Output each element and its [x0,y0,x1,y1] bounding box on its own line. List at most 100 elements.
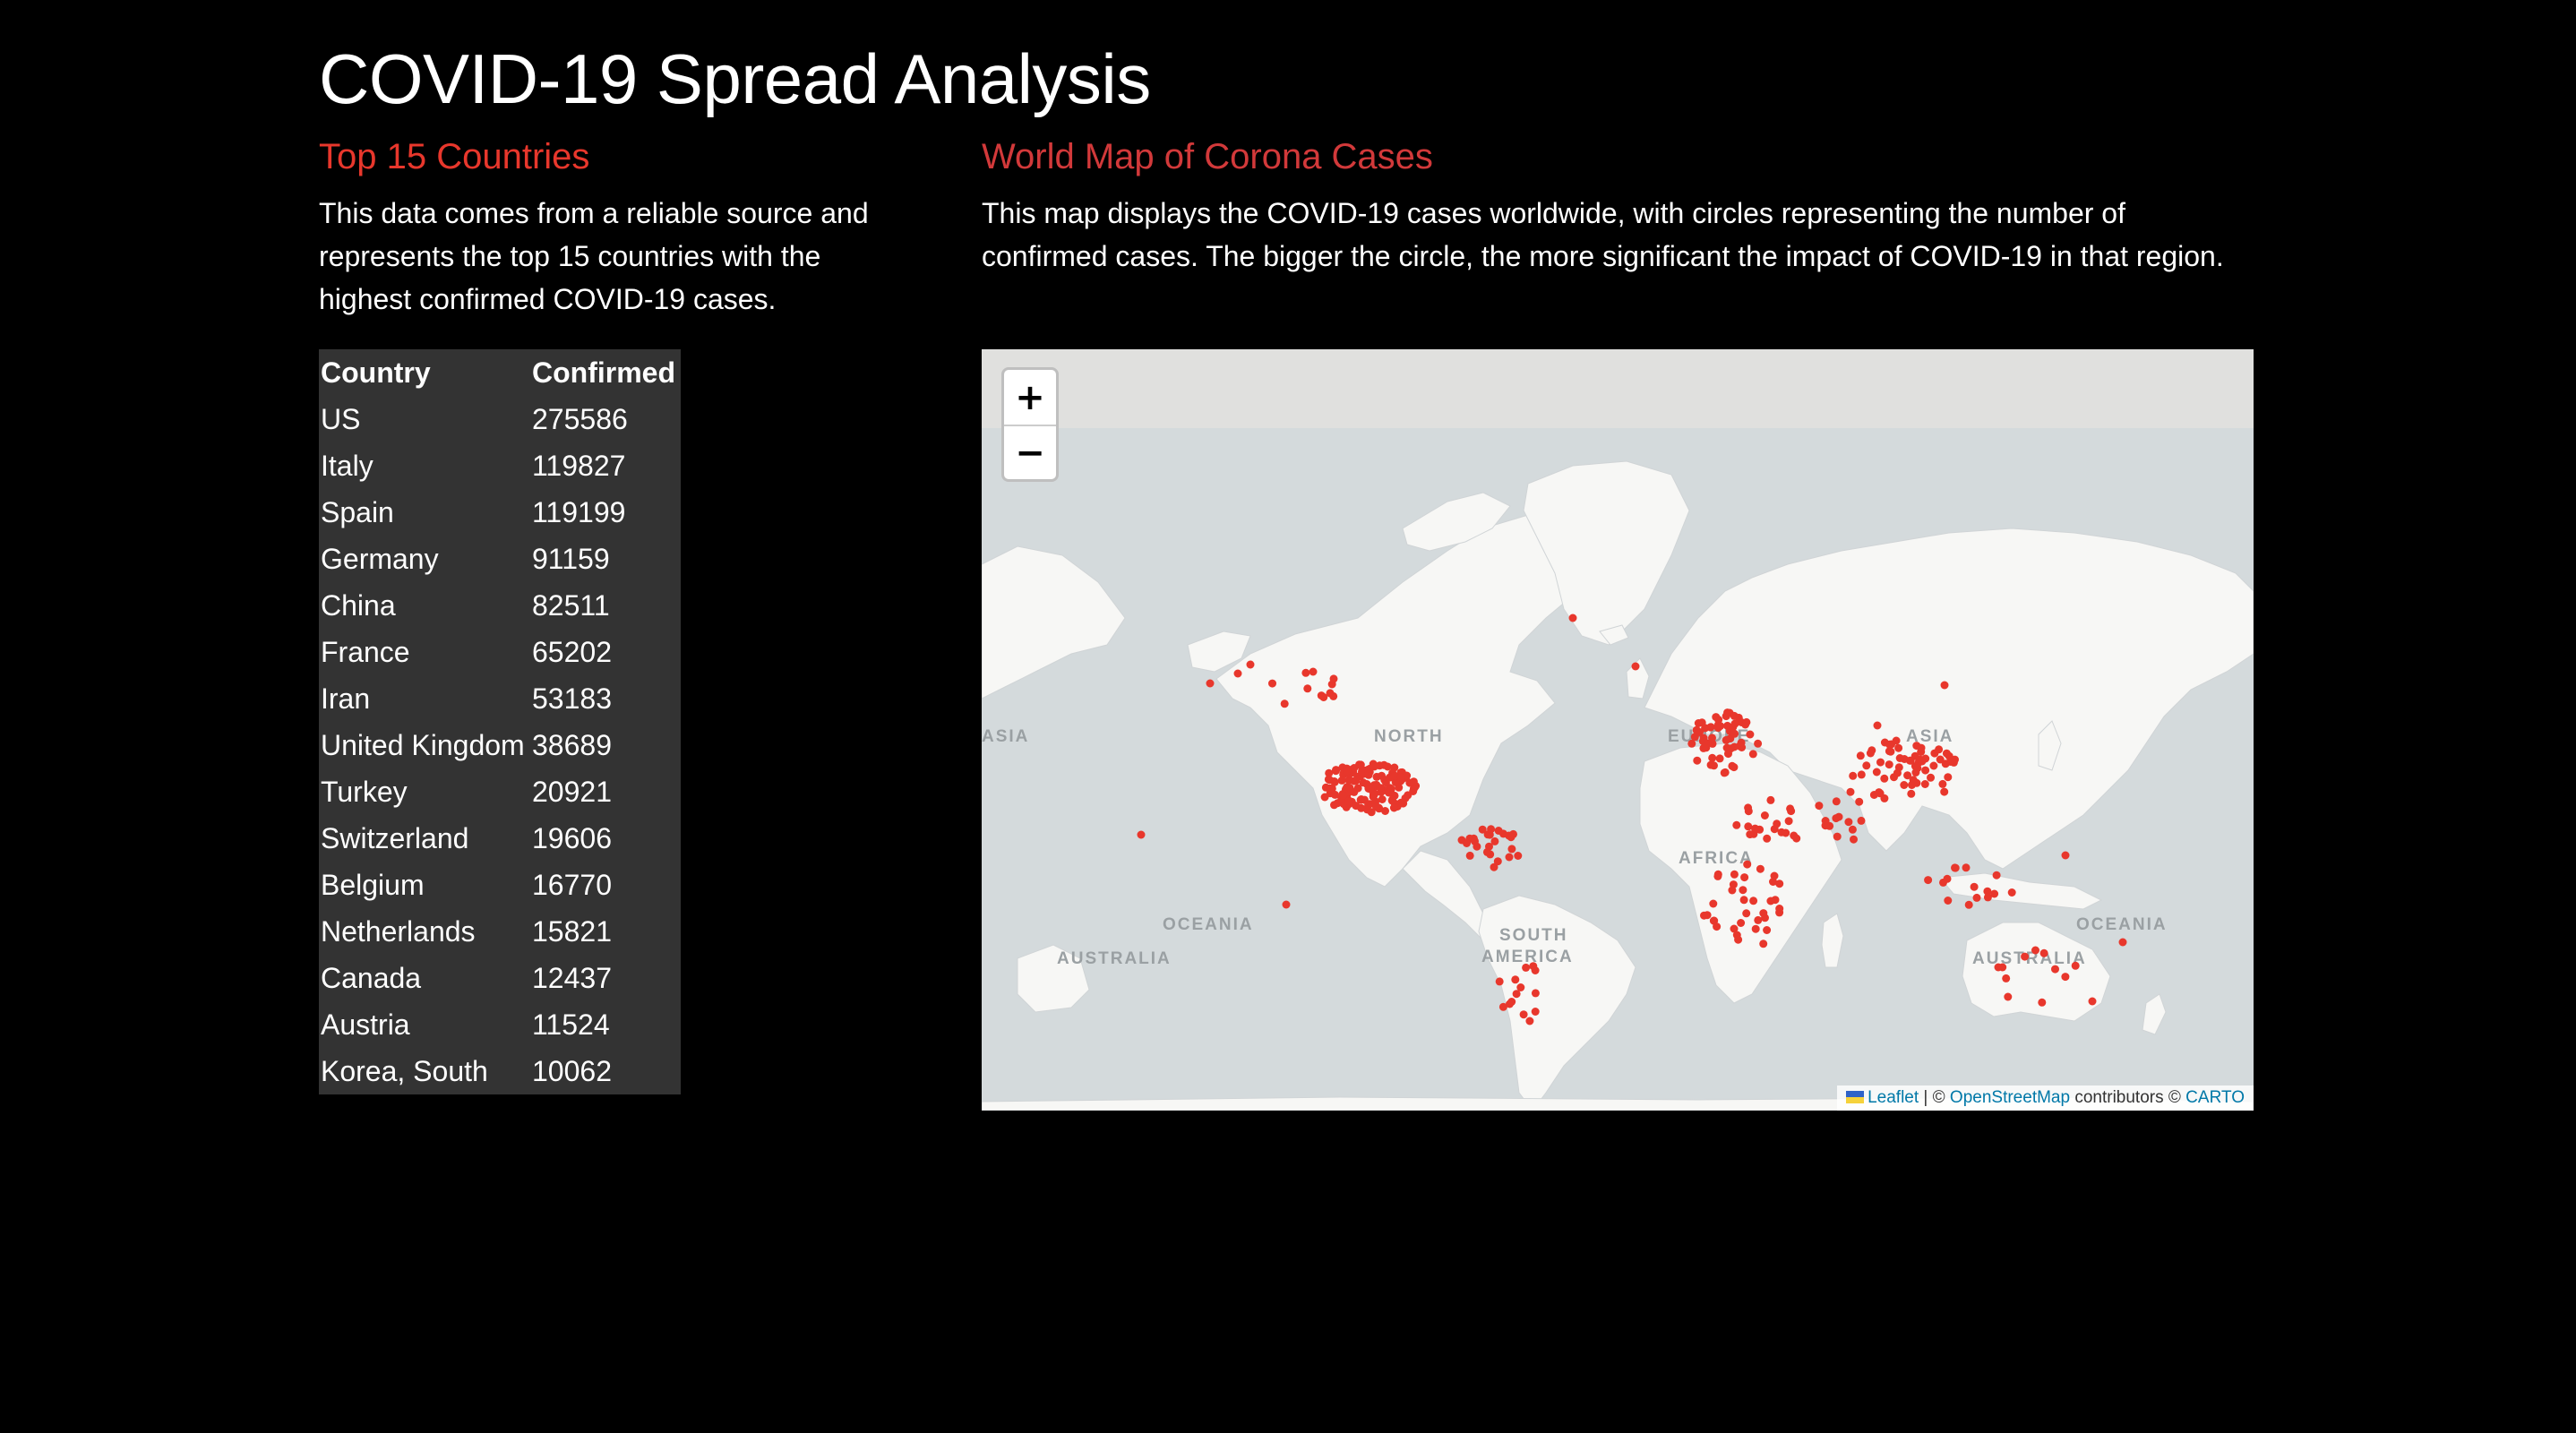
case-marker[interactable] [1325,768,1334,777]
case-marker[interactable] [1742,909,1751,918]
case-marker[interactable] [1917,748,1926,756]
case-marker[interactable] [1498,1002,1507,1011]
case-marker[interactable] [1924,876,1933,885]
case-marker[interactable] [1366,784,1375,793]
case-marker[interactable] [1730,870,1739,879]
case-marker[interactable] [1739,896,1748,905]
case-marker[interactable] [1137,830,1146,839]
case-marker[interactable] [1938,779,1947,788]
case-marker[interactable] [1742,717,1751,726]
case-marker[interactable] [1330,777,1339,786]
case-marker[interactable] [1715,754,1724,763]
case-marker[interactable] [1832,814,1841,823]
case-marker[interactable] [1409,777,1418,786]
case-marker[interactable] [1493,857,1502,866]
case-marker[interactable] [1329,691,1338,700]
case-marker[interactable] [1942,749,1951,758]
case-marker[interactable] [1876,789,1885,798]
case-marker[interactable] [1343,767,1352,776]
case-marker[interactable] [1529,962,1538,971]
case-marker[interactable] [1832,797,1841,806]
case-marker[interactable] [1855,797,1864,806]
case-marker[interactable] [1494,827,1503,835]
case-marker[interactable] [1844,818,1853,827]
case-marker[interactable] [1706,760,1715,769]
case-marker[interactable] [1763,834,1772,843]
case-marker[interactable] [1849,771,1858,780]
case-marker[interactable] [1760,811,1769,819]
case-marker[interactable] [1921,766,1930,775]
case-marker[interactable] [1720,768,1729,777]
case-marker[interactable] [1395,783,1404,792]
case-marker[interactable] [1385,788,1393,797]
case-marker[interactable] [1951,755,1959,764]
case-marker[interactable] [1740,873,1749,882]
map-canvas[interactable]: ASIANORTHEUROPEASIAAFRICAOCEANIAAUSTRALI… [982,349,2254,1111]
case-marker[interactable] [1846,787,1855,796]
case-marker[interactable] [1929,761,1938,770]
case-marker[interactable] [1943,874,1952,883]
case-marker[interactable] [1206,679,1215,688]
zoom-out-button[interactable]: − [1004,425,1056,479]
case-marker[interactable] [1525,1017,1534,1025]
case-marker[interactable] [1906,756,1915,765]
case-marker[interactable] [1344,797,1353,806]
case-marker[interactable] [1909,776,1918,785]
case-marker[interactable] [2038,998,2047,1007]
case-marker[interactable] [1700,911,1708,920]
case-marker[interactable] [1907,789,1916,798]
case-marker[interactable] [2031,946,2039,955]
case-marker[interactable] [1372,802,1381,811]
case-marker[interactable] [1728,761,1737,770]
case-marker[interactable] [1369,790,1378,799]
case-marker[interactable] [1478,825,1487,834]
case-marker[interactable] [1309,667,1318,676]
case-marker[interactable] [1507,833,1516,842]
case-marker[interactable] [1886,747,1895,756]
case-marker[interactable] [1857,816,1866,825]
case-marker[interactable] [1894,743,1903,752]
case-marker[interactable] [1751,924,1760,933]
case-marker[interactable] [1730,719,1739,728]
case-marker[interactable] [1730,729,1739,738]
case-marker[interactable] [2061,851,2070,860]
case-marker[interactable] [1471,837,1479,845]
case-marker[interactable] [1940,681,1949,690]
case-marker[interactable] [1568,614,1577,622]
case-marker[interactable] [1866,749,1875,758]
case-marker[interactable] [1352,777,1361,785]
case-marker[interactable] [1951,863,1959,872]
case-marker[interactable] [1990,889,1999,898]
case-marker[interactable] [1723,708,1732,717]
case-marker[interactable] [1743,860,1752,869]
case-marker[interactable] [1339,791,1348,800]
case-marker[interactable] [1378,795,1387,803]
case-marker[interactable] [1324,775,1333,784]
case-marker[interactable] [1329,674,1338,683]
case-marker[interactable] [2021,952,2030,961]
case-marker[interactable] [1356,795,1365,804]
case-marker[interactable] [1268,679,1276,688]
case-marker[interactable] [1759,909,1768,918]
case-marker[interactable] [1787,807,1796,816]
case-marker[interactable] [1301,668,1310,677]
case-marker[interactable] [1746,830,1755,839]
case-marker[interactable] [1716,722,1725,731]
case-marker[interactable] [1936,755,1945,764]
case-marker[interactable] [1490,837,1499,845]
case-marker[interactable] [1751,824,1759,833]
case-marker[interactable] [1708,753,1717,762]
case-marker[interactable] [1941,759,1950,768]
case-marker[interactable] [1970,882,1979,891]
world-map[interactable]: ASIANORTHEUROPEASIAAFRICAOCEANIAAUSTRALI… [982,349,2254,1111]
case-marker[interactable] [1724,750,1732,759]
case-marker[interactable] [1848,825,1857,834]
case-marker[interactable] [1782,828,1790,837]
case-marker[interactable] [1759,940,1768,948]
case-marker[interactable] [1876,758,1885,767]
case-marker[interactable] [1381,807,1389,815]
openstreetmap-link[interactable]: OpenStreetMap [1949,1088,2071,1107]
case-marker[interactable] [2051,965,2059,974]
case-marker[interactable] [1522,963,1531,972]
case-marker[interactable] [1833,832,1842,841]
